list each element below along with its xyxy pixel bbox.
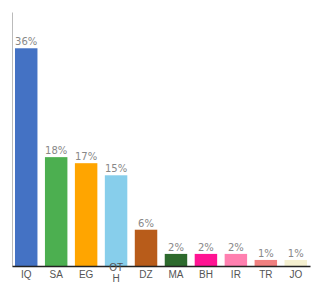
x-tick: IQ bbox=[21, 269, 32, 280]
x-tick-label: JO bbox=[289, 269, 302, 280]
bar bbox=[225, 254, 247, 266]
x-tick-label: IQ bbox=[21, 269, 32, 280]
x-tick: SA bbox=[50, 269, 64, 280]
x-axis: IQ SA EG OTH DZ MA BH IR TR JO bbox=[13, 262, 311, 284]
data-label: 2% bbox=[168, 242, 184, 253]
plot: IQ SA EG OTH DZ MA BH IR TR JO 36% 18% 17% 15% 6% 2% 2% 2… bbox=[13, 13, 311, 285]
bar bbox=[195, 254, 217, 266]
bar bbox=[75, 163, 97, 266]
x-tick-label-line: OT bbox=[109, 262, 123, 273]
x-tick-label: OTH bbox=[109, 262, 123, 284]
bars bbox=[15, 48, 307, 266]
chart: IQ SA EG OTH DZ MA BH IR TR JO 36% 18% 17% 15% 6% 2% 2% 2… bbox=[0, 0, 320, 300]
x-tick-label: SA bbox=[50, 269, 64, 280]
x-tick-label: MA bbox=[168, 269, 183, 280]
x-tick-label: IR bbox=[231, 269, 241, 280]
bar bbox=[105, 175, 127, 266]
data-label: 15% bbox=[105, 163, 127, 174]
bar bbox=[255, 260, 277, 266]
x-axis-line bbox=[13, 266, 311, 268]
data-label: 6% bbox=[138, 218, 154, 229]
data-label: 2% bbox=[198, 242, 214, 253]
y-axis-line bbox=[12, 13, 13, 267]
x-tick: IR bbox=[231, 269, 241, 280]
data-label: 17% bbox=[75, 151, 97, 162]
bar bbox=[285, 260, 307, 266]
data-labels: 36% 18% 17% 15% 6% 2% 2% 2% 1% 1% bbox=[15, 36, 304, 259]
data-label: 1% bbox=[288, 248, 304, 259]
bar bbox=[15, 48, 37, 266]
data-label: 2% bbox=[228, 242, 244, 253]
x-tick: DZ bbox=[139, 269, 152, 280]
x-tick-label: TR bbox=[259, 269, 272, 280]
data-label: 1% bbox=[258, 248, 274, 259]
x-tick: OTH bbox=[109, 262, 123, 284]
bar bbox=[135, 230, 157, 266]
x-tick: BH bbox=[199, 269, 213, 280]
x-tick-label: EG bbox=[79, 269, 94, 280]
x-tick: MA bbox=[168, 269, 183, 280]
bar bbox=[165, 254, 187, 266]
data-label: 18% bbox=[45, 145, 67, 156]
x-tick-label: BH bbox=[199, 269, 213, 280]
x-tick-label-line: H bbox=[112, 273, 119, 284]
bar bbox=[45, 157, 67, 266]
x-tick: JO bbox=[289, 269, 302, 280]
y-axis bbox=[12, 13, 13, 267]
x-tick-label: DZ bbox=[139, 269, 152, 280]
x-tick: TR bbox=[259, 269, 272, 280]
x-tick: EG bbox=[79, 269, 94, 280]
data-label: 36% bbox=[15, 36, 37, 47]
